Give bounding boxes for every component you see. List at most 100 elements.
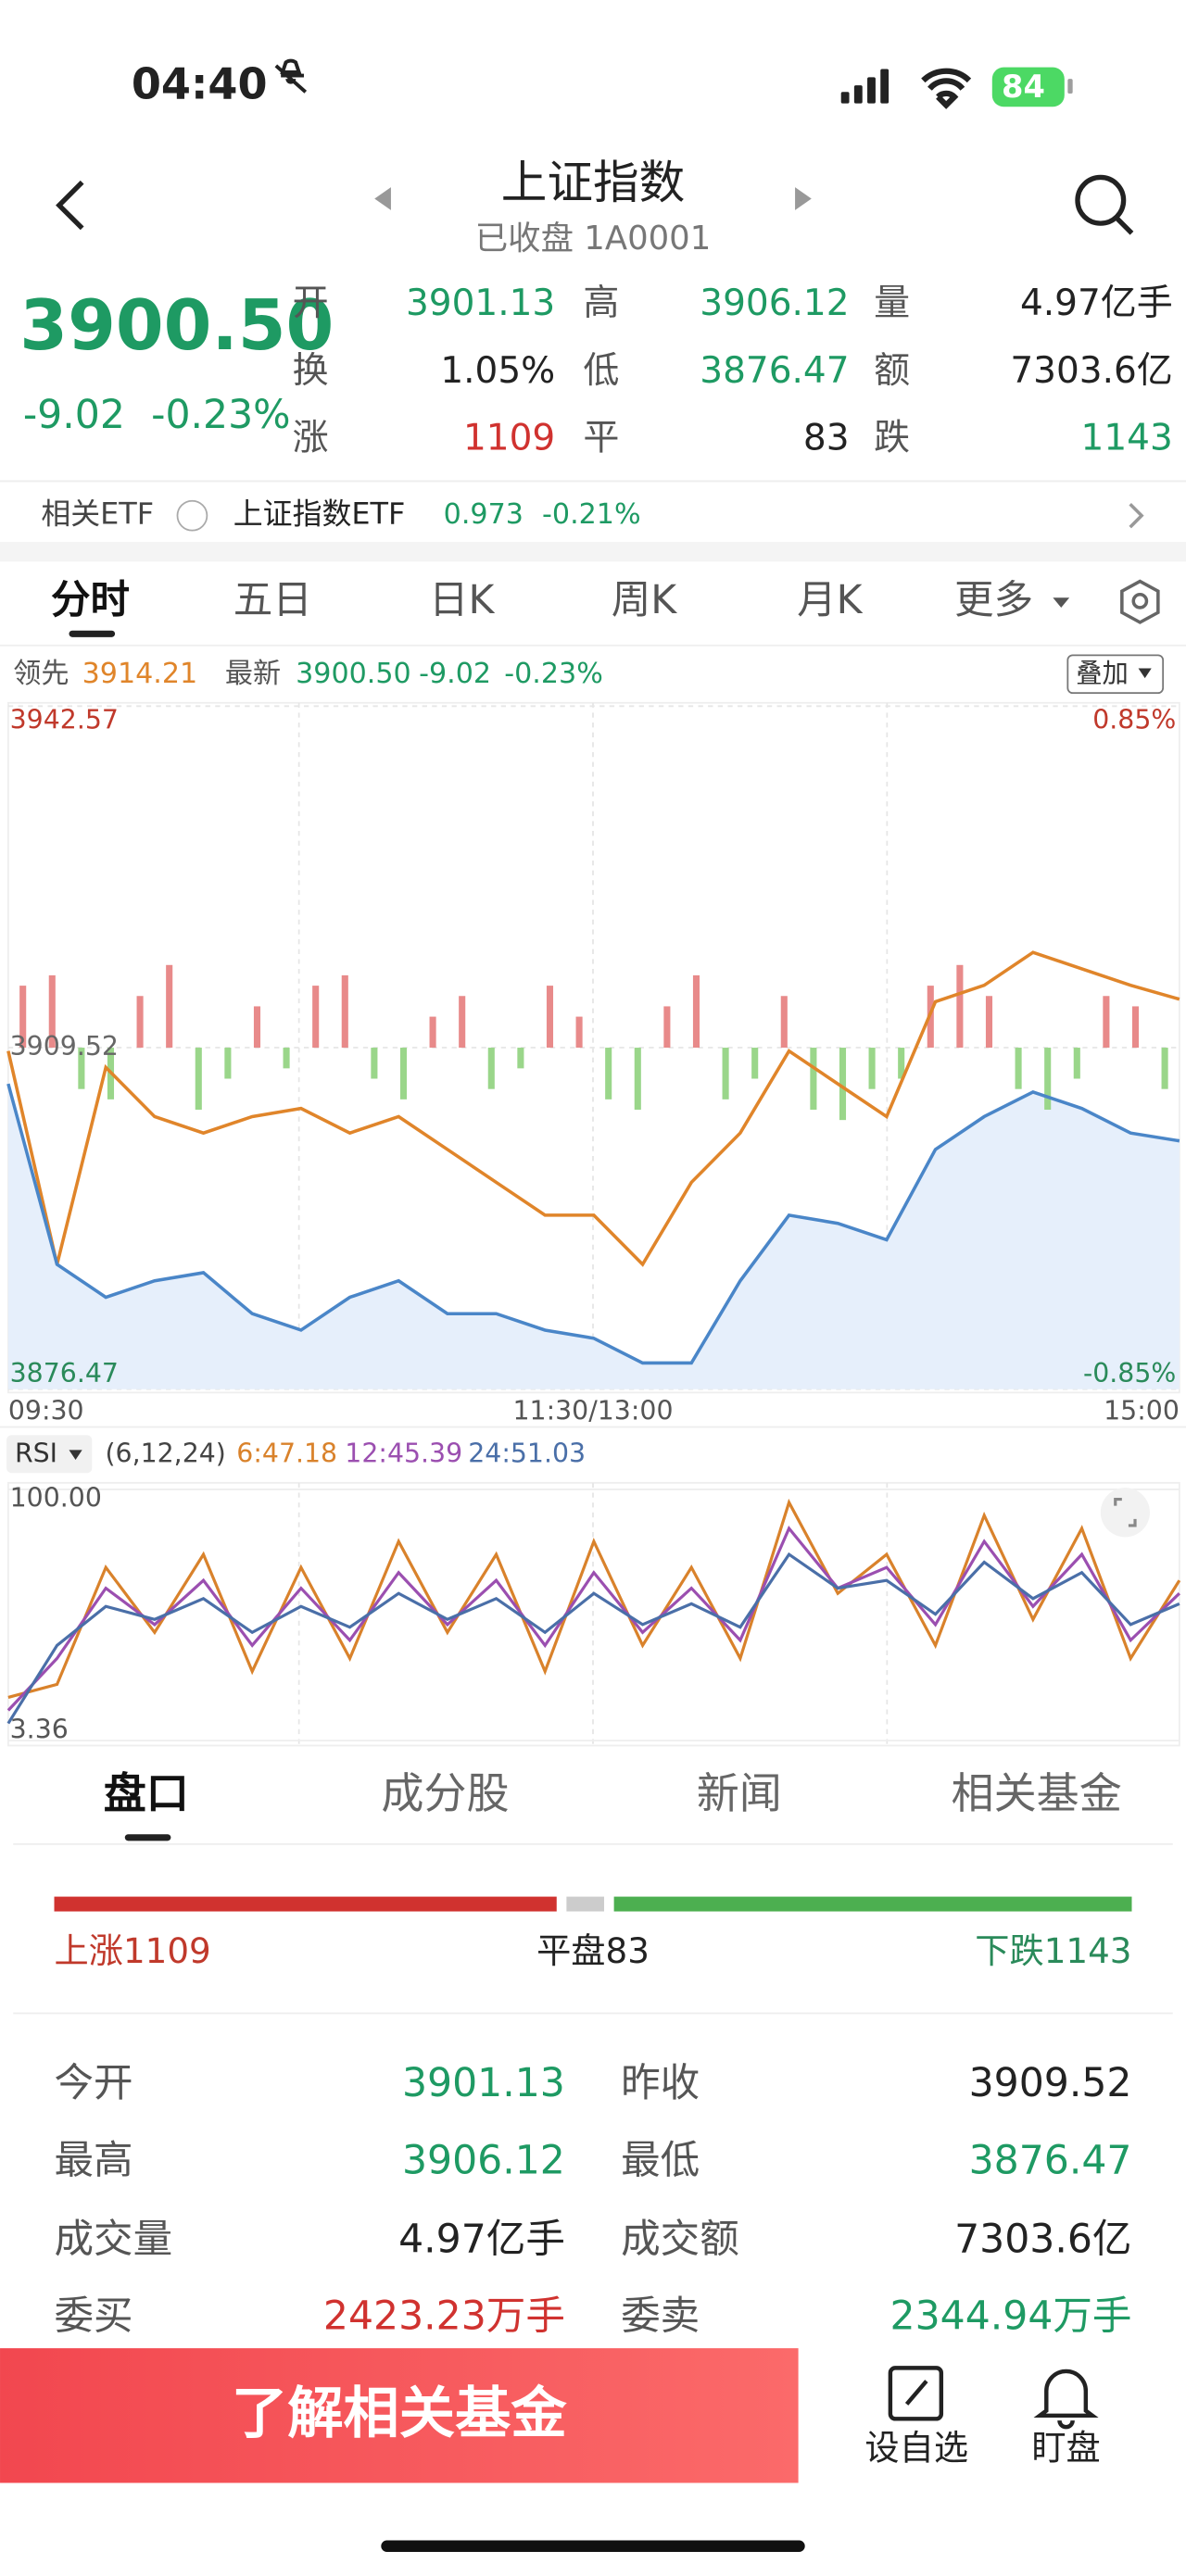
etf-price: 0.973: [444, 498, 524, 531]
detail-tab[interactable]: 盘口: [104, 1768, 189, 1818]
chart-tab[interactable]: 更多: [954, 578, 1033, 623]
row-label: 今开: [55, 2061, 133, 2106]
intraday-chart: 3876.47 3909.52 3942.57 -0.85% 0.85% 09:30 11:…: [6, 701, 1180, 1426]
diff-bar: [78, 1048, 85, 1089]
chart-tab[interactable]: 周K: [612, 578, 678, 623]
breadth-bar: [613, 1896, 1132, 1912]
info-icon[interactable]: [176, 499, 208, 532]
watchlist-label[interactable]: 设自选: [864, 2428, 968, 2469]
stat-value: 7303.6亿: [1010, 350, 1172, 392]
stat-label: 涨: [293, 418, 329, 459]
row-value: 2423.23万手: [323, 2294, 565, 2340]
next-index[interactable]: [795, 187, 812, 210]
breadth-name: 上涨: [55, 1929, 123, 1970]
more-arrow[interactable]: [1053, 597, 1070, 608]
rsi-arrow: [69, 1450, 82, 1461]
chart-tab[interactable]: 月K: [797, 578, 864, 623]
legend-entry: 12:45.39: [345, 1439, 462, 1469]
y-tick-label: 3876.47: [10, 1358, 119, 1389]
monitor-icon[interactable]: [1033, 2369, 1099, 2430]
detail-tab-indicator: [124, 1834, 171, 1841]
back-button[interactable]: [56, 180, 84, 231]
fund-button[interactable]: [0, 2348, 799, 2483]
breadth-count: 1109: [123, 1929, 211, 1970]
battery-level: 84: [1002, 69, 1045, 105]
page-subtitle: 已收盘 1A0001: [475, 220, 712, 258]
diff-bar: [868, 1048, 876, 1089]
detail-tab[interactable]: 相关基金: [951, 1768, 1121, 1818]
home-indicator: [381, 2540, 805, 2552]
etf-pct: -0.21%: [542, 498, 641, 531]
rsi-title[interactable]: RSI: [15, 1439, 57, 1469]
stat-value: 1109: [463, 418, 555, 459]
row-value: 3876.47: [969, 2138, 1132, 2183]
rsi-line: [6, 1552, 1180, 1725]
fullscreen-icon: [1114, 1497, 1137, 1527]
breadth-bar: [54, 1896, 557, 1912]
stat-label: 开: [293, 283, 329, 324]
row-value: 2344.94万手: [890, 2294, 1132, 2340]
diff-bar: [166, 964, 173, 1049]
chart-tab[interactable]: 分时: [51, 578, 130, 623]
watchlist-icon[interactable]: [888, 2366, 944, 2421]
indicator-selector[interactable]: [6, 1435, 93, 1474]
row-label: 昨收: [621, 2061, 700, 2106]
quote-table: 今开 3901.13 昨收 3909.52 最高 3906.12 最低 3876.47 成交量 4…: [55, 2061, 1132, 2340]
row-label: 最低: [621, 2138, 700, 2183]
diff-bar: [312, 986, 320, 1049]
overlay-arrow: [1138, 668, 1152, 679]
diff-bar: [780, 996, 788, 1049]
market-breadth: 上涨1109 平盘83 下跌1143: [54, 1896, 1132, 1970]
etf-chevron[interactable]: [1129, 502, 1144, 529]
overlay-label[interactable]: 叠加: [1076, 659, 1129, 689]
overlay-button[interactable]: [1066, 654, 1165, 695]
diff-bar: [487, 1048, 495, 1089]
detail-tab[interactable]: 新闻: [697, 1768, 782, 1818]
row-value: 3909.52: [969, 2061, 1132, 2106]
series-line: [6, 1083, 1180, 1365]
rsi-chart: 6:47.18 12:45.39 24:51.03 3.36 100.00: [6, 1439, 1181, 1747]
series-line: [6, 950, 1180, 1267]
prev-index[interactable]: [374, 187, 391, 210]
y2-tick-label: 0.85%: [1092, 704, 1176, 735]
settings-icon[interactable]: [1120, 579, 1160, 624]
battery-tip: [1067, 79, 1073, 94]
x-tick-label: 09:30: [8, 1396, 84, 1426]
search-button[interactable]: [1075, 174, 1134, 235]
price: 3900.50: [19, 285, 334, 366]
stat-value: 1143: [1081, 418, 1173, 459]
diff-bar: [1073, 1048, 1080, 1079]
watchlist-icon-pen: [904, 2380, 928, 2406]
etf-name[interactable]: 上证指数ETF: [233, 496, 406, 532]
fullscreen-button[interactable]: [1100, 1488, 1150, 1538]
price-area: [7, 1084, 1180, 1389]
diff-bar: [341, 974, 348, 1049]
page-title: 上证指数: [501, 156, 686, 209]
x-tick-label: 15:00: [1104, 1396, 1180, 1426]
stat-label: 换: [293, 350, 329, 392]
stat-label: 低: [583, 350, 619, 392]
breadth-count: 1143: [1044, 1929, 1132, 1970]
diff-bar: [195, 1048, 202, 1110]
diff-bar: [399, 1048, 408, 1100]
diff-bar: [371, 1048, 378, 1079]
legend-entry: 24:51.03: [468, 1439, 586, 1469]
diff-bar: [692, 974, 700, 1049]
stat-label: 量: [874, 283, 910, 324]
diff-bar: [546, 986, 554, 1049]
chart-tab[interactable]: 五日: [233, 578, 312, 623]
row-value: 4.97亿手: [398, 2217, 565, 2262]
diff-bar: [429, 1016, 436, 1049]
detail-tab[interactable]: 成分股: [381, 1768, 509, 1818]
tab-indicator: [69, 630, 116, 637]
fund-button-label[interactable]: 了解相关基金: [232, 2381, 567, 2446]
chart-tab[interactable]: 日K: [429, 578, 496, 623]
x-tick-label: 11:30/13:00: [512, 1396, 673, 1426]
diff-bar: [517, 1048, 524, 1069]
diff-bar: [575, 1016, 583, 1049]
monitor-label[interactable]: 盯盘: [1031, 2428, 1100, 2469]
y2-tick-label: -0.85%: [1083, 1358, 1176, 1389]
y-tick-label: 3942.57: [10, 704, 119, 735]
lead-value: 3914.21: [82, 658, 198, 690]
